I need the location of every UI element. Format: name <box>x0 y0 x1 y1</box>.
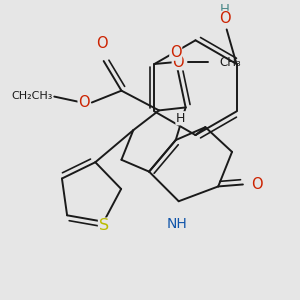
Text: O: O <box>251 177 262 192</box>
Text: S: S <box>99 218 109 233</box>
Text: O: O <box>219 11 230 26</box>
Text: NH: NH <box>167 217 187 231</box>
Text: CH₃: CH₃ <box>220 56 242 68</box>
Text: H: H <box>176 112 185 125</box>
Text: H: H <box>220 3 230 16</box>
Text: O: O <box>78 95 90 110</box>
Text: O: O <box>170 45 182 60</box>
Text: O: O <box>172 55 184 70</box>
Text: CH₂CH₃: CH₂CH₃ <box>11 91 52 100</box>
Text: O: O <box>96 36 107 51</box>
